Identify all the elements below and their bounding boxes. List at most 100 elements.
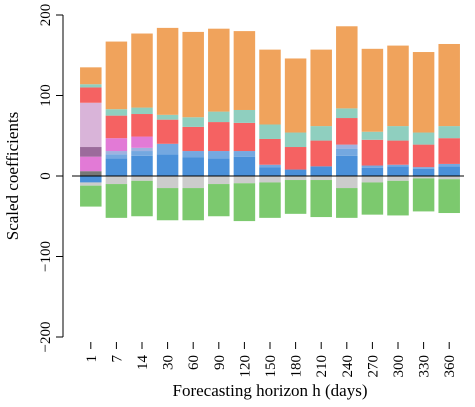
bar-segment-60-s1 [182,151,204,158]
bar-segment-14-s2 [131,147,153,152]
bar-segment-150-s0 [259,167,281,176]
bar-segment-90-s7 [208,122,230,152]
x-tick-label: 120 [237,355,253,378]
x-tick-label: 360 [442,355,458,378]
bar-segment-60-s9 [182,31,204,118]
bar-segment-14-s8 [131,107,153,115]
bar-segment-90-s8 [208,111,230,123]
x-tick-label: 300 [391,355,407,378]
bar-segment-1-s7 [80,87,102,103]
bar-segment-7-s4 [105,138,128,152]
bar-segment-180-s9 [284,58,307,133]
bar-segment-270-s0 [361,167,384,176]
bar-segment-120-s0 [233,156,256,176]
bar-segment-300-s10 [387,176,409,181]
bar-segment-7-s2 [105,151,128,155]
bar-segment-60-s10 [182,176,204,189]
bar-segment-120-s1 [233,151,256,157]
bar-segment-14-s7 [131,114,153,137]
x-tick-label: 7 [109,355,125,363]
bar-segment-90-s0 [208,158,230,176]
x-tick-label: 150 [263,355,279,378]
bar-segment-210-s0 [310,166,332,176]
bar-segment-210-s11 [310,180,332,218]
bar-segment-270-s11 [361,182,384,215]
y-axis: −200 −100 0 100 200 [38,4,64,352]
bar-segment-330-s8 [412,132,435,145]
x-tick-label: 1 [84,355,100,363]
bar-segment-14-s1 [131,151,153,156]
bar-segment-210-s9 [310,49,332,127]
bar-segment-1-s4 [80,156,102,172]
bar-segment-60-s0 [182,157,204,176]
bar-segment-120-s11 [233,183,256,222]
bar-segment-7-s11 [105,184,128,218]
bar-segment-1-s5 [80,147,102,157]
bar-segment-7-s8 [105,109,128,116]
x-tick-label: 14 [135,355,151,371]
bar-segment-300-s0 [387,166,409,176]
bar-segment-330-s7 [412,144,435,168]
bar-segment-240-s2 [336,144,358,149]
bar-segment-1-s11 [80,185,102,207]
bar-segment-300-s8 [387,126,409,141]
bar-segment-330-s1 [412,167,435,169]
bar-segment-30-s10 [156,176,179,189]
bar-segment-240-s11 [336,188,358,218]
bar-segment-330-s10 [412,176,435,179]
bar-segment-150-s1 [259,164,281,168]
bar-segment-14-s9 [131,33,153,108]
bar-segment-1-s3 [80,171,102,176]
bar-segment-90-s10 [208,176,230,185]
bar-segment-150-s10 [259,176,281,183]
bar-segment-270-s1 [361,165,384,168]
y-tick-label: 100 [38,84,54,107]
x-tick-label: 270 [365,355,381,378]
bar-segment-7-s0 [105,158,128,176]
y-tick-label: 200 [38,4,54,27]
bar-segment-60-s11 [182,188,204,221]
bar-segment-240-s0 [336,155,358,177]
bar-segment-1-s8 [80,84,102,88]
x-tick-label: 30 [161,355,177,370]
bar-segment-360-s9 [438,43,460,127]
bar-segment-14-s11 [131,180,153,217]
bar-segment-120-s8 [233,109,256,123]
x-tick-label: 60 [186,355,202,370]
y-tick-label: −100 [38,241,54,272]
x-tick-label: 330 [417,355,433,378]
bar-segment-330-s11 [412,178,435,212]
bar-segment-150-s7 [259,138,281,165]
bar-segment-360-s11 [438,179,460,214]
bar-segment-270-s10 [361,176,384,183]
bar-segment-360-s1 [438,163,460,167]
bar-segment-240-s1 [336,148,358,156]
bar-segment-360-s8 [438,126,460,139]
bars-layer [80,26,460,222]
bar-segment-7-s9 [105,41,128,110]
bar-segment-330-s0 [412,168,435,176]
bar-segment-30-s9 [156,27,179,115]
bar-segment-210-s8 [310,126,332,141]
x-tick-label: 210 [314,355,330,378]
bar-segment-1-s6 [80,102,102,148]
bar-segment-330-s9 [412,52,435,133]
bar-segment-14-s0 [131,155,153,177]
bar-segment-360-s10 [438,176,460,180]
x-axis-title: Forecasting horizon h (days) [173,381,368,400]
y-tick-label: 0 [38,172,54,180]
bar-segment-90-s11 [208,184,230,217]
bar-segment-30-s0 [156,154,179,176]
bar-segment-210-s7 [310,140,332,167]
bar-segment-180-s10 [284,176,307,181]
y-axis-title: Scaled coefficients [3,112,22,241]
bar-segment-7-s1 [105,154,128,159]
bar-segment-120-s7 [233,122,256,152]
bar-segment-60-s7 [182,126,204,152]
bar-segment-300-s1 [387,164,409,167]
bar-segment-90-s9 [208,28,230,112]
bar-segment-7-s7 [105,115,128,139]
bar-segment-60-s8 [182,117,204,127]
